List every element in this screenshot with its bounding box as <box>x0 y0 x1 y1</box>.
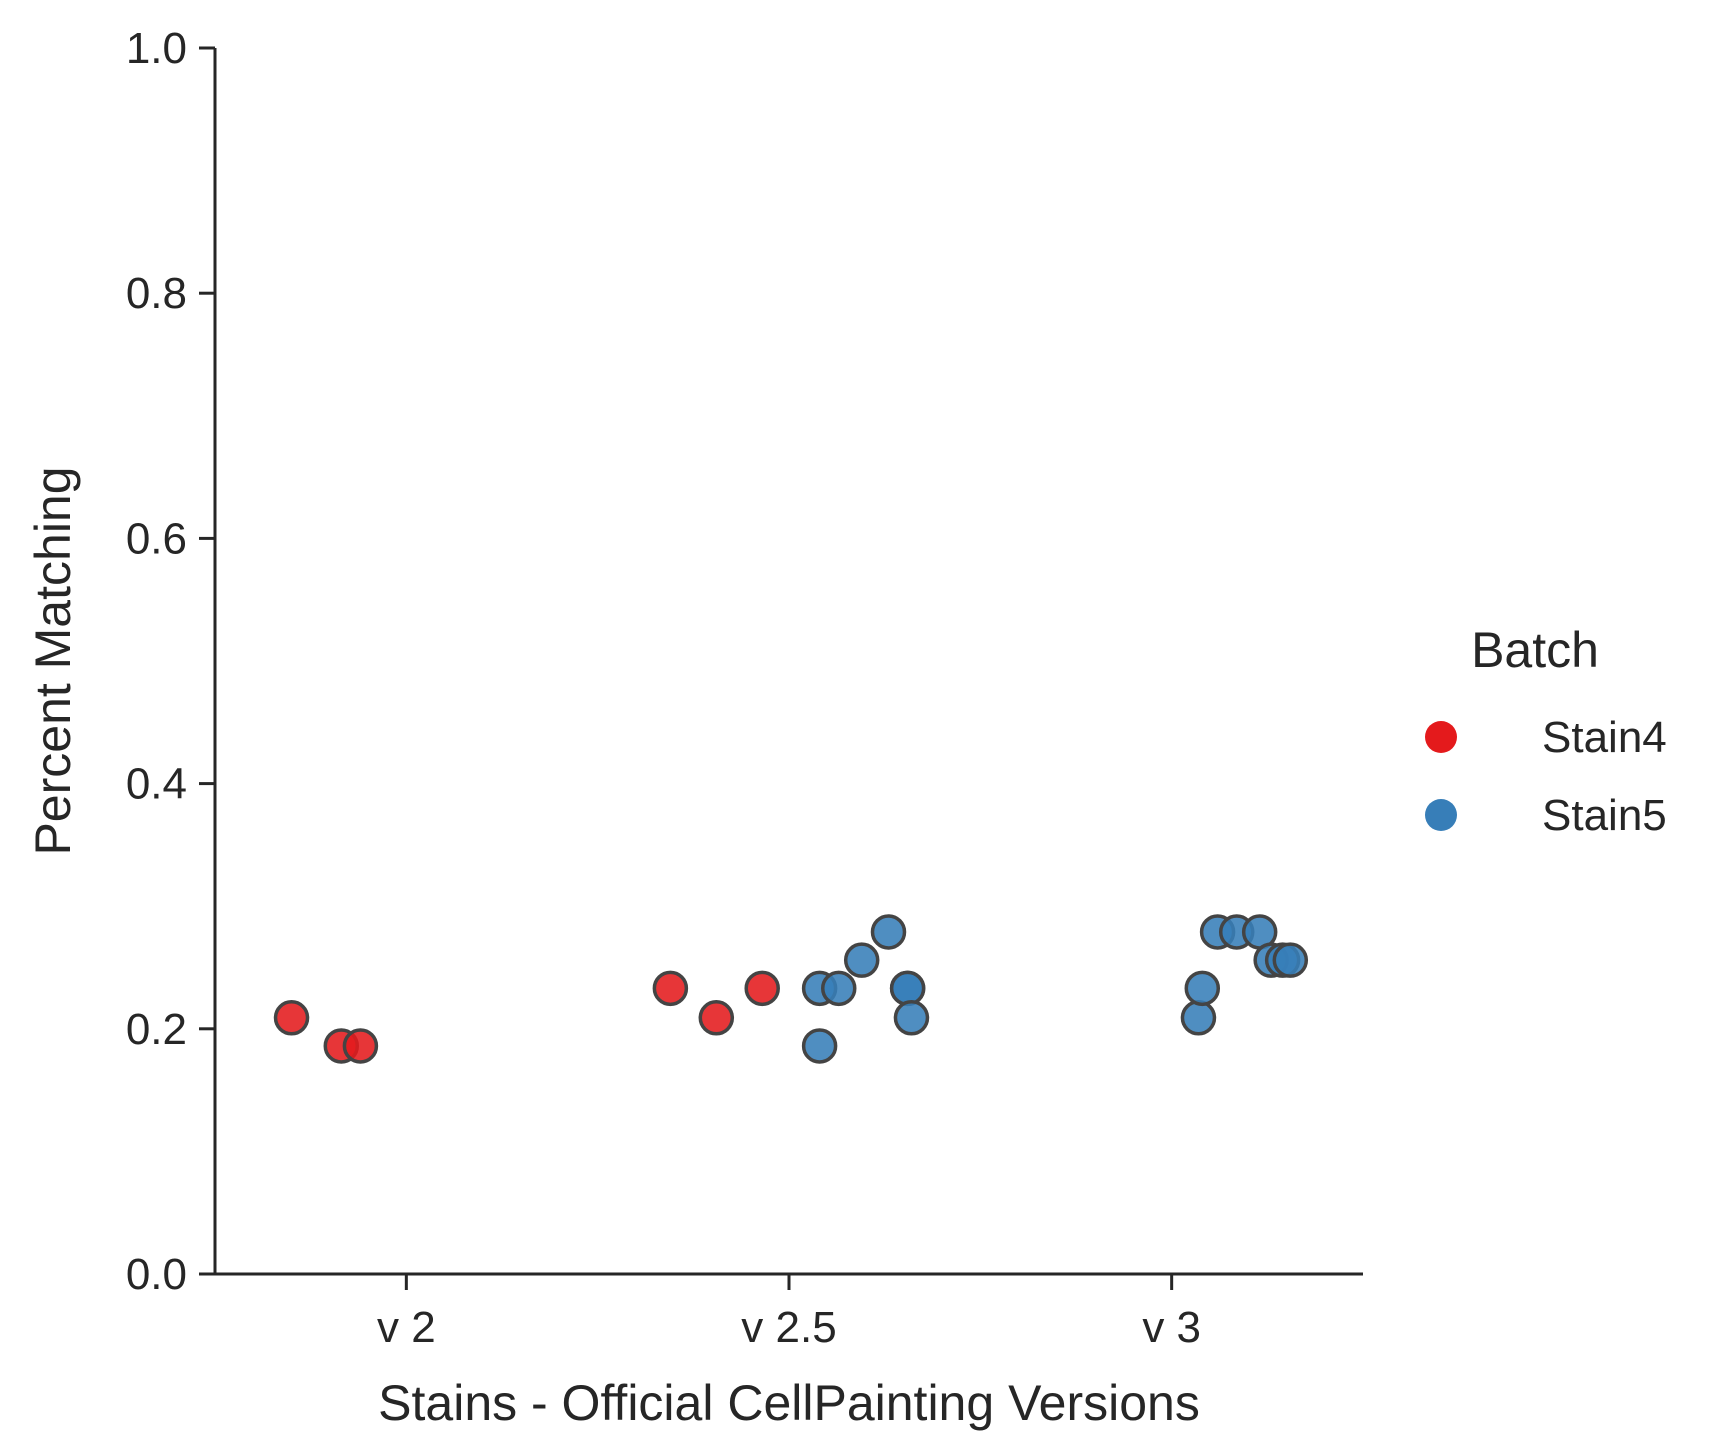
data-point-stain5 <box>1184 970 1221 1007</box>
data-point-stain5 <box>820 970 857 1007</box>
y-tick-label: 0.8 <box>126 269 187 318</box>
y-tick-label: 0.2 <box>126 1005 187 1054</box>
data-point-stain4 <box>342 1028 379 1064</box>
data-point-stain4 <box>652 970 689 1007</box>
y-tick-label: 0.6 <box>126 514 187 563</box>
y-axis-label: Percent Matching <box>25 466 81 855</box>
legend-title: Batch <box>1471 622 1599 678</box>
data-point-stain5 <box>893 1000 930 1036</box>
data-points <box>273 914 1309 1064</box>
y-tick-label: 1.0 <box>126 24 187 73</box>
x-tick-label: v 2.5 <box>741 1303 836 1352</box>
data-point-stain5 <box>1272 942 1309 978</box>
data-point-stain5 <box>801 1028 838 1064</box>
data-point-stain4 <box>273 1000 310 1036</box>
legend-label: Stain5 <box>1542 791 1667 840</box>
axes: 0.0 0.2 0.4 0.6 0.8 1.0 v 2 v 2.5 v 3 <box>126 24 1363 1352</box>
data-point-stain5 <box>843 942 880 978</box>
x-ticks: v 2 v 2.5 v 3 <box>377 1274 1201 1352</box>
x-tick-label: v 3 <box>1142 1303 1201 1352</box>
data-point-stain5 <box>889 970 926 1007</box>
legend-marker-stain5 <box>1425 799 1457 831</box>
y-ticks: 0.0 0.2 0.4 0.6 0.8 1.0 <box>126 24 215 1299</box>
y-tick-label: 0.4 <box>126 760 187 809</box>
data-point-stain5 <box>1180 1000 1217 1036</box>
y-tick-label: 0.0 <box>126 1250 187 1299</box>
data-point-stain4 <box>698 1000 735 1036</box>
x-tick-label: v 2 <box>377 1303 436 1352</box>
legend-marker-stain4 <box>1425 721 1457 753</box>
x-axis-label: Stains - Official CellPainting Versions <box>378 1375 1200 1431</box>
legend: Batch Stain4 Stain5 <box>1425 622 1667 840</box>
legend-label: Stain4 <box>1542 713 1667 762</box>
legend-items: Stain4 Stain5 <box>1425 713 1667 840</box>
data-point-stain5 <box>870 914 907 950</box>
data-point-stain4 <box>744 970 780 1007</box>
